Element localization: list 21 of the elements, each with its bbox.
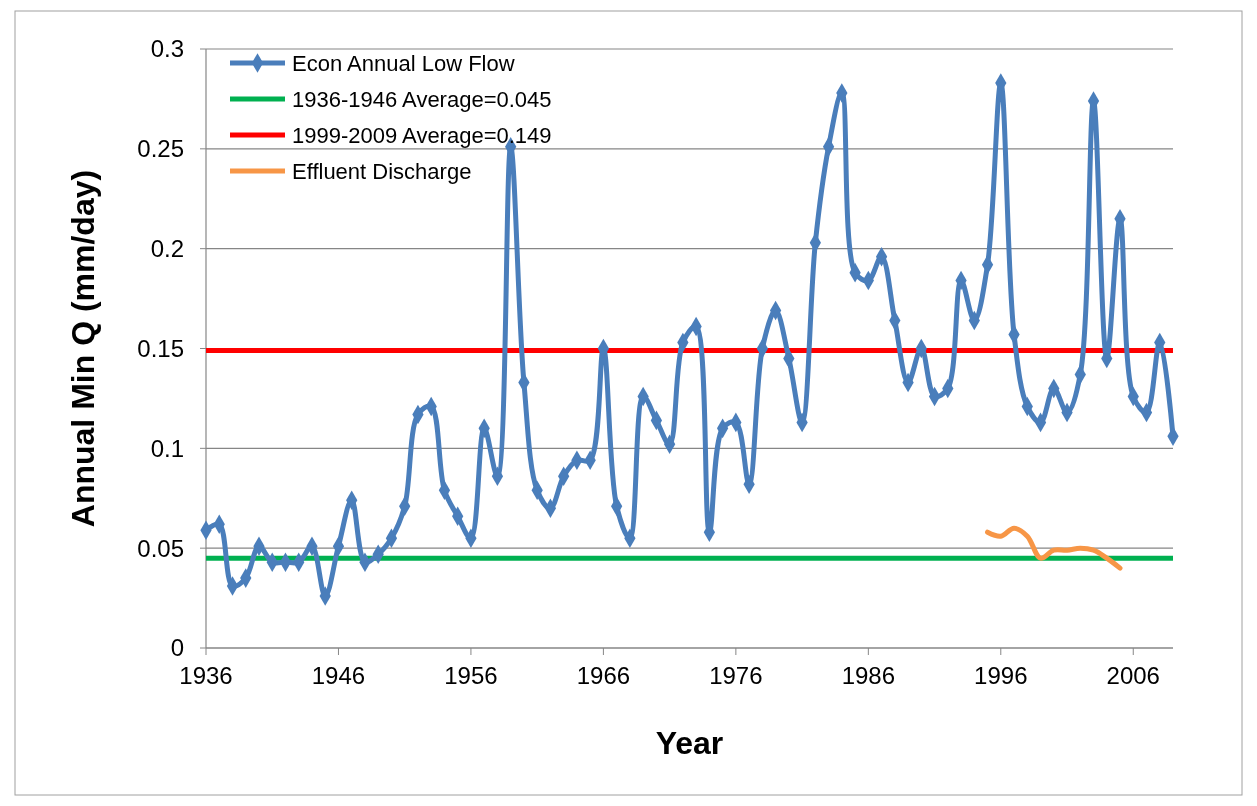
legend-label: Effluent Discharge — [292, 158, 472, 184]
x-tick-label: 1996 — [974, 662, 1028, 689]
legend-label: Econ Annual Low Flow — [292, 50, 515, 76]
y-tick-label: 0.05 — [137, 534, 184, 562]
legend-label: 1936-1946 Average=0.045 — [292, 86, 552, 112]
y-axis-title: Annual Min Q (mm/day) — [65, 169, 101, 528]
y-tick-label: 0.15 — [137, 334, 184, 362]
x-tick-label: 1946 — [311, 662, 366, 689]
y-tick-label: 0 — [170, 634, 184, 662]
y-tick-label: 0.3 — [150, 35, 184, 63]
y-tick-label: 0.1 — [150, 434, 184, 462]
y-tick-label: 0.2 — [150, 235, 184, 263]
x-tick-label: 1956 — [444, 662, 498, 689]
x-tick-label: 1976 — [709, 662, 763, 689]
x-tick-label: 2006 — [1106, 662, 1160, 689]
legend-label: 1999-2009 Average=0.149 — [292, 122, 552, 148]
x-axis-title: Year — [655, 725, 724, 761]
x-tick-label: 1966 — [576, 662, 631, 689]
x-tick-label: 1986 — [841, 662, 896, 689]
y-tick-label: 0.25 — [137, 135, 184, 163]
x-tick-label: 1936 — [179, 662, 233, 689]
